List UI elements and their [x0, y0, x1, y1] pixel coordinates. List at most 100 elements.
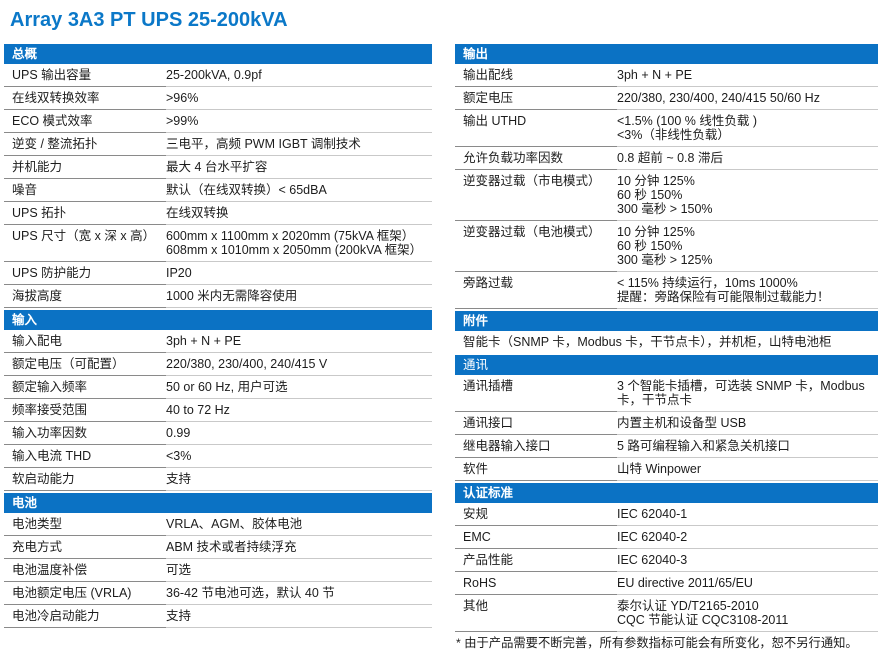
spec-label: 在线双转换效率 [4, 87, 166, 110]
spec-value-line: 300 毫秒 > 150% [617, 202, 713, 216]
spec-label: 允许负载功率因数 [455, 147, 617, 170]
spec-row: 允许负载功率因数 0.8 超前 ~ 0.8 滞后 [455, 147, 878, 170]
spec-value: 220/380, 230/400, 240/415 V [166, 353, 432, 376]
spec-value-line: 3ph + N + PE [166, 334, 242, 348]
spec-label: UPS 防护能力 [4, 262, 166, 285]
spec-row: UPS 防护能力 IP20 [4, 262, 432, 285]
spec-row: UPS 拓扑 在线双转换 [4, 202, 432, 225]
section-header-left-0: 总概 [4, 44, 432, 64]
spec-row: UPS 尺寸（宽 x 深 x 高） 600mm x 1100mm x 2020mm… [4, 225, 432, 262]
spec-row: 继电器输入接口 5 路可编程输入和紧急关机接口 [455, 435, 878, 458]
spec-value: 5 路可编程输入和紧急关机接口 [617, 435, 878, 458]
spec-value: 支持 [166, 605, 432, 628]
spec-row: 电池冷启动能力 支持 [4, 605, 432, 628]
spec-label: ECO 模式效率 [4, 110, 166, 133]
spec-value: 泰尔认证 YD/T2165-2010 CQC 节能认证 CQC3108-2011 [617, 595, 878, 632]
spec-row: 产品性能 IEC 62040-3 [455, 549, 878, 572]
spec-value-line: 60 秒 150% [617, 188, 683, 202]
spec-label: 输入配电 [4, 330, 166, 353]
spec-value-line: EU directive 2011/65/EU [617, 576, 753, 590]
spec-value: <1.5% (100 % 线性负载 ) <3%（非线性负载） [617, 110, 878, 147]
spec-value: IEC 62040-3 [617, 549, 878, 572]
spec-value: 3ph + N + PE [617, 64, 878, 87]
spec-value-line: 山特 Winpower [617, 462, 702, 476]
section-header-right-1: 附件 [455, 311, 878, 331]
spec-value: EU directive 2011/65/EU [617, 572, 878, 595]
footnote: * 由于产品需要不断完善，所有参数指标可能会有所变化，恕不另行通知。 [456, 636, 858, 650]
spec-value: 25-200kVA, 0.9pf [166, 64, 432, 87]
spec-value-line: 默认（在线双转换）< 65dBA [166, 183, 327, 197]
spec-value: 10 分钟 125% 60 秒 150% 300 毫秒 > 125% [617, 221, 878, 272]
spec-label: 继电器输入接口 [455, 435, 617, 458]
spec-value: 220/380, 230/400, 240/415 50/60 Hz [617, 87, 878, 110]
spec-value-line: 608mm x 1010mm x 2050mm (200kVA 框架） [166, 243, 423, 257]
spec-label: UPS 尺寸（宽 x 深 x 高） [4, 225, 166, 262]
spec-value: 可选 [166, 559, 432, 582]
spec-label: EMC [455, 526, 617, 549]
spec-value: ABM 技术或者持续浮充 [166, 536, 432, 559]
spec-row: 通讯接口 内置主机和设备型 USB [455, 412, 878, 435]
spec-value-line: 可选 [166, 563, 192, 577]
spec-label: 电池额定电压 (VRLA) [4, 582, 166, 605]
spec-value-line: 泰尔认证 YD/T2165-2010 [617, 599, 759, 613]
spec-value-line: <3% [166, 449, 192, 463]
spec-value-line: 40 to 72 Hz [166, 403, 230, 417]
spec-value-line: >99% [166, 114, 199, 128]
spec-label: UPS 输出容量 [4, 64, 166, 87]
section-header-left-1: 输入 [4, 310, 432, 330]
spec-row: 输入功率因数 0.99 [4, 422, 432, 445]
spec-value-line: 提醒：旁路保险有可能限制过载能力！ [617, 290, 830, 304]
spec-label: 频率接受范围 [4, 399, 166, 422]
spec-value-line: 220/380, 230/400, 240/415 V [166, 357, 328, 371]
spec-row: 电池温度补偿 可选 [4, 559, 432, 582]
spec-row: 额定电压（可配置） 220/380, 230/400, 240/415 V [4, 353, 432, 376]
spec-row: 软件 山特 Winpower [455, 458, 878, 481]
spec-row: UPS 输出容量 25-200kVA, 0.9pf [4, 64, 432, 87]
spec-value-line: 300 毫秒 > 125% [617, 253, 713, 267]
spec-row: 软启动能力 支持 [4, 468, 432, 491]
spec-label: 额定电压（可配置） [4, 353, 166, 376]
spec-value: <3% [166, 445, 432, 468]
spec-label: 逆变 / 整流拓扑 [4, 133, 166, 156]
spec-value-line: IEC 62040-2 [617, 530, 688, 544]
spec-row: 输入配电 3ph + N + PE [4, 330, 432, 353]
spec-value-line: 0.8 超前 ~ 0.8 滞后 [617, 151, 723, 165]
spec-value-line: 600mm x 1100mm x 2020mm (75kVA 框架） [166, 229, 415, 243]
spec-value: >99% [166, 110, 432, 133]
spec-label: UPS 拓扑 [4, 202, 166, 225]
spec-value-line: 220/380, 230/400, 240/415 50/60 Hz [617, 91, 820, 105]
spec-value-line: 三电平，高频 PWM IGBT 调制技术 [166, 137, 361, 151]
spec-value-line: 36-42 节电池可选，默认 40 节 [166, 586, 335, 600]
spec-value: 600mm x 1100mm x 2020mm (75kVA 框架） 608mm … [166, 225, 432, 262]
page-title: Array 3A3 PT UPS 25-200kVA [10, 9, 288, 31]
spec-label: 输入电流 THD [4, 445, 166, 468]
spec-value: 3ph + N + PE [166, 330, 432, 353]
spec-label: 并机能力 [4, 156, 166, 179]
spec-value-line: <3%（非线性负载） [617, 128, 730, 142]
spec-row: 输入电流 THD <3% [4, 445, 432, 468]
spec-row: 输出配线 3ph + N + PE [455, 64, 878, 87]
spec-value-line: 支持 [166, 609, 192, 623]
spec-label: 产品性能 [455, 549, 617, 572]
spec-value-line: < 115% 持续运行，10ms 1000% [617, 276, 798, 290]
spec-label: 通讯插槽 [455, 375, 617, 412]
spec-label: RoHS [455, 572, 617, 595]
spec-row: 电池类型 VRLA、AGM、胶体电池 [4, 513, 432, 536]
spec-value-line: IP20 [166, 266, 192, 280]
spec-value-line: 0.99 [166, 426, 191, 440]
spec-value-line: 最大 4 台水平扩容 [166, 160, 268, 174]
right-column: 输出 输出配线 3ph + N + PE 额定电压 220/380, 230/400, … [455, 44, 878, 650]
spec-value: 36-42 节电池可选，默认 40 节 [166, 582, 432, 605]
spec-label: 通讯接口 [455, 412, 617, 435]
spec-row: 逆变 / 整流拓扑 三电平，高频 PWM IGBT 调制技术 [4, 133, 432, 156]
spec-value: 山特 Winpower [617, 458, 878, 481]
spec-label: 电池冷启动能力 [4, 605, 166, 628]
left-column: 总概 UPS 输出容量 25-200kVA, 0.9pf 在线双转换效率 >96% ECO… [4, 44, 432, 628]
spec-row: 噪音 默认（在线双转换）< 65dBA [4, 179, 432, 202]
spec-value: IEC 62040-2 [617, 526, 878, 549]
spec-value-line: 10 分钟 125% [617, 225, 695, 239]
spec-value-line: <1.5% (100 % 线性负载 ) [617, 114, 757, 128]
spec-value-line: IEC 62040-3 [617, 553, 688, 567]
spec-label: 额定输入频率 [4, 376, 166, 399]
spec-row: 海拔高度 1000 米内无需降容使用 [4, 285, 432, 308]
